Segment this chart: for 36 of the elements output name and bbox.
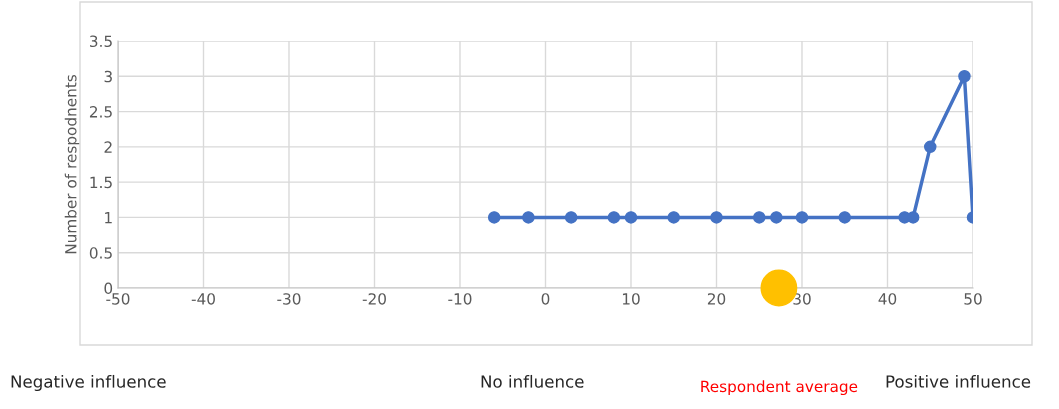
y-tick-label: 0 [104,282,113,295]
point [838,211,852,224]
y-axis-title: Number of respodnents [64,74,80,254]
y-tick-label: 3.5 [90,35,112,48]
point [795,211,809,224]
point [770,211,783,224]
y-tick-label: 2.5 [89,106,112,118]
x-tick-label: -20 [362,293,386,305]
text: No influence [481,374,584,388]
point [487,211,501,224]
y-tick-label: 1 [105,212,112,224]
point [958,70,971,83]
y-tick-label: 2 [104,141,112,153]
point [522,211,535,224]
point [607,211,621,224]
x-tick-label: -30 [277,293,301,305]
text: Positive influence [886,374,1031,388]
point [667,211,681,224]
text: Negative influence [11,374,166,392]
x-tick-label: -10 [448,293,472,305]
x-tick-label: 10 [622,293,640,305]
point [710,211,723,224]
y-tick-label: 3 [104,70,112,83]
x-tick-label: 50 [964,293,982,305]
x-tick-label: -40 [191,293,215,305]
x-tick-label: 0 [541,293,550,305]
point [564,211,578,224]
point [923,140,937,154]
text: Respondent average [701,380,858,396]
y-tick-label: 0.5 [89,247,112,259]
point [624,211,638,224]
x-tick-label: -50 [106,293,130,305]
point [752,211,766,224]
y-tick-label: 1.5 [90,176,112,189]
x-tick-label: 20 [707,293,726,305]
x-tick-label: 40 [878,293,897,305]
